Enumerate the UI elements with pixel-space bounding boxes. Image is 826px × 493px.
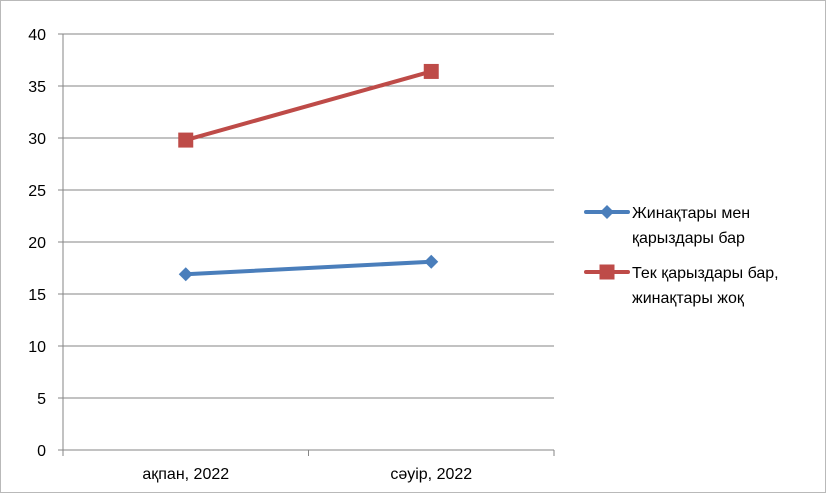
y-tick-label: 40 [28,27,46,44]
y-tick-label: 20 [28,235,46,252]
legend-item: Жинақтары мен қарыздары бар [584,205,750,247]
y-tick-label: 10 [28,339,46,356]
y-tick-label: 5 [37,391,46,408]
legend-label: Тек қарыздары бар, жинақтары жоқ [632,265,779,307]
data-point [178,132,194,148]
data-point [178,267,193,282]
series-1 [178,254,439,282]
legend-item: Тек қарыздары бар, жинақтары жоқ [584,264,779,307]
y-tick-label: 35 [28,79,46,96]
y-tick-label: 25 [28,183,46,200]
series [178,63,439,282]
y-tick-labels: 0 5 10 15 20 25 30 35 40 [28,27,46,460]
y-tick-label: 30 [28,131,46,148]
axes [58,33,555,456]
legend-marker [599,264,615,280]
legend-label: Жинақтары мен қарыздары бар [632,205,750,247]
x-tick-labels: ақпан, 2022 сәуір, 2022 [142,466,472,483]
x-tick-label: сәуір, 2022 [390,466,472,483]
data-point [423,63,439,79]
gridlines [63,33,554,399]
x-tick-label: ақпан, 2022 [142,466,229,483]
legend-marker [600,205,614,219]
series-2 [178,63,439,148]
y-tick-label: 0 [37,443,46,460]
series-line [183,259,434,277]
legend: Жинақтары мен қарыздары бар Тек қарыздары … [584,205,779,307]
data-point [424,254,439,269]
series-line [183,69,434,143]
y-tick-label: 15 [28,287,46,304]
